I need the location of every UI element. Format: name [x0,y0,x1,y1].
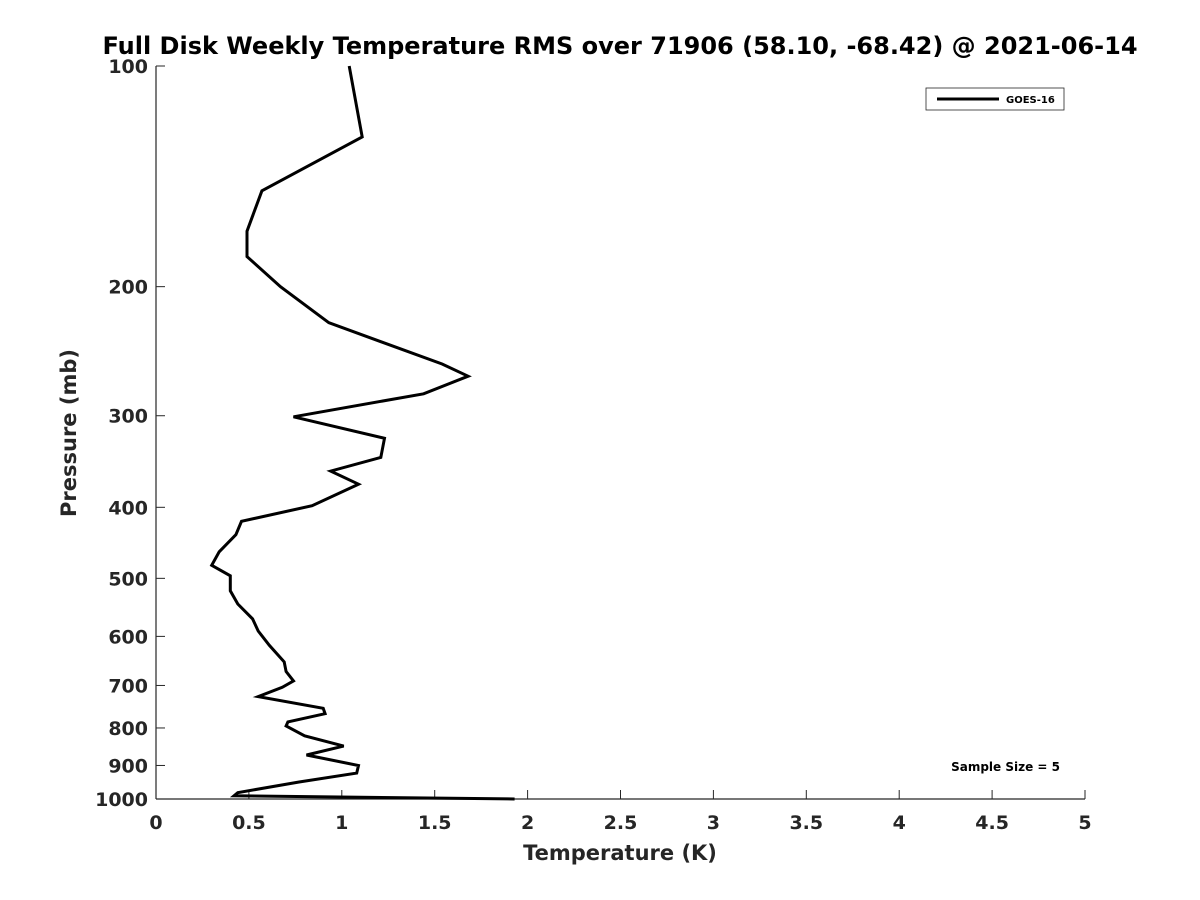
x-tick-label: 4.5 [975,812,1009,834]
x-tick-label: 2 [521,812,534,834]
x-tick-label: 2.5 [604,812,638,834]
x-tick-label: 5 [1078,812,1091,834]
y-tick-label: 200 [108,277,148,299]
y-axis-label: Pressure (mb) [57,349,81,517]
x-tick-label: 4 [893,812,906,834]
y-tick-label: 700 [108,675,148,697]
sample-size-annotation: Sample Size = 5 [951,760,1060,774]
x-tick-label: 3 [707,812,720,834]
y-tick-label: 100 [108,56,148,78]
series-line-goes-16 [209,65,515,801]
y-ticks: 100 200 300 400 500 600 700 800 900 1000 [95,56,165,811]
legend-entry-goes-16: GOES-16 [1006,95,1055,106]
x-tick-label: 1 [335,812,348,834]
legend: GOES-16 [925,87,1065,111]
y-tick-label: 500 [108,568,148,590]
y-tick-label: 900 [108,755,148,777]
y-tick-label: 400 [108,497,148,519]
chart-title: Full Disk Weekly Temperature RMS over 71… [102,32,1137,60]
y-tick-label: 1000 [95,789,148,811]
x-tick-label: 0 [149,812,162,834]
y-tick-label: 300 [108,406,148,428]
y-tick-label: 800 [108,718,148,740]
series-group [209,65,515,801]
x-tick-label: 1.5 [418,812,452,834]
x-tick-label: 0.5 [232,812,266,834]
x-tick-label: 3.5 [789,812,823,834]
x-axis-label: Temperature (K) [523,841,717,865]
x-ticks: 0 0.5 1 1.5 2 2.5 3 3.5 4 4.5 5 [149,790,1092,834]
y-tick-label: 600 [108,626,148,648]
